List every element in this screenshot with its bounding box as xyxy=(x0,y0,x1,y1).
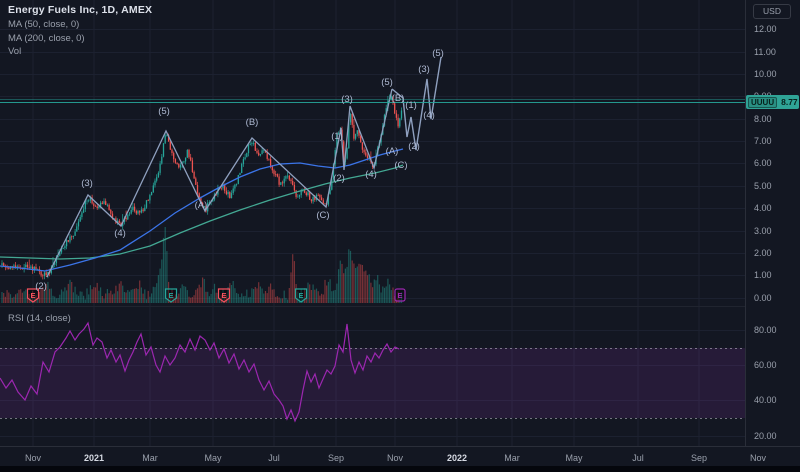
indicator-vol-label[interactable]: Vol xyxy=(8,46,22,57)
indicator-rsi-label[interactable]: RSI (14, close) xyxy=(8,313,71,324)
price-tick-label: 3.00 xyxy=(754,226,772,236)
price-tick-label: 6.00 xyxy=(754,158,772,168)
wave-label[interactable]: (5) xyxy=(158,106,170,117)
volume-layer xyxy=(1,227,403,303)
wave-label[interactable]: (5) xyxy=(432,48,444,59)
time-tick-label: Mar xyxy=(142,453,158,463)
currency-unit-button[interactable]: USD xyxy=(753,4,791,19)
wave-label[interactable]: (5) xyxy=(381,77,393,88)
time-tick-label: Nov xyxy=(749,453,766,463)
symbol-ticker-chip: UUUU xyxy=(748,96,778,108)
time-tick-label: 2022 xyxy=(446,453,468,463)
price-tick-label: 1.00 xyxy=(754,270,772,280)
earnings-icon-letter: E xyxy=(397,291,402,300)
price-tick-label: 11.00 xyxy=(754,47,776,57)
price-tick-label: 2.00 xyxy=(754,248,772,258)
price-tick-label: 60.00 xyxy=(754,360,777,370)
grid-lines xyxy=(0,0,745,446)
wave-label[interactable]: (1) xyxy=(331,131,343,142)
wave-label[interactable]: (2) xyxy=(35,281,47,292)
elliott-wave-line[interactable] xyxy=(46,88,393,278)
wave-label[interactable]: (A) xyxy=(194,200,208,211)
wave-label[interactable]: (1) xyxy=(405,100,417,111)
time-axis[interactable]: Nov 2021 Mar May Jul Sep Nov 2022 Mar May Jul Sep No… xyxy=(0,446,800,467)
earnings-icon-letter: E xyxy=(221,291,226,300)
bottom-edge xyxy=(0,466,800,472)
time-tick-label: May xyxy=(565,453,583,463)
earnings-icon[interactable] xyxy=(164,288,178,303)
ma50-line[interactable] xyxy=(0,148,404,272)
axis-separator xyxy=(745,0,746,446)
wave-label[interactable]: (2) xyxy=(333,173,345,184)
price-tick-label: 4.00 xyxy=(754,203,772,213)
price-axis[interactable]: 12.0011.0010.009.008.007.006.005.004.003… xyxy=(745,0,800,446)
wave-label[interactable]: (C) xyxy=(316,210,330,221)
chart-legend: Energy Fuels Inc, 1D, AMEX MA (50, close… xyxy=(8,4,152,57)
earnings-icon[interactable] xyxy=(217,288,231,303)
time-tick-label: Sep xyxy=(690,453,707,463)
last-price-badge: UUUU 8.77 xyxy=(746,95,799,109)
rsi-line[interactable] xyxy=(0,321,400,423)
wave-label[interactable]: (B) xyxy=(391,93,405,104)
wave-label[interactable]: (B) xyxy=(245,117,259,128)
earnings-icon[interactable] xyxy=(294,288,308,303)
earnings-icon[interactable] xyxy=(26,288,40,303)
wave-label[interactable]: (A) xyxy=(385,146,399,157)
wave-label[interactable]: (3) xyxy=(418,64,430,75)
earnings-icon-letter: E xyxy=(30,291,35,300)
wave-label[interactable]: (4) xyxy=(114,228,126,239)
price-tick-label: 7.00 xyxy=(754,136,772,146)
earnings-icon[interactable] xyxy=(394,288,406,302)
price-tick-label: 5.00 xyxy=(754,181,772,191)
wave-label[interactable]: (C) xyxy=(394,160,408,171)
time-tick-label: Nov xyxy=(386,453,403,463)
price-tick-label: 10.00 xyxy=(754,69,777,79)
wave-label[interactable]: (3) xyxy=(341,94,353,105)
indicator-ma50-label[interactable]: MA (50, close, 0) xyxy=(8,19,80,30)
time-tick-label: 2021 xyxy=(83,453,105,463)
price-tick-label: 20.00 xyxy=(754,431,777,441)
symbol-title[interactable]: Energy Fuels Inc, 1D, AMEX xyxy=(8,4,153,16)
earnings-icon-letter: E xyxy=(168,291,173,300)
indicator-ma200-label[interactable]: MA (200, close, 0) xyxy=(8,32,85,44)
price-tick-label: 12.00 xyxy=(754,24,777,34)
time-tick-label: Jul xyxy=(632,453,644,463)
time-tick-label: Jul xyxy=(268,453,280,463)
last-price-value: 8.77 xyxy=(781,97,798,107)
price-tick-label: 40.00 xyxy=(754,395,777,405)
wave-label[interactable]: (2) xyxy=(408,141,420,152)
price-tick-label: 8.00 xyxy=(754,114,772,124)
price-tick-label: 80.00 xyxy=(754,325,777,335)
earnings-icon-letter: E xyxy=(298,291,303,300)
time-tick-label: Mar xyxy=(504,453,520,463)
wave-label[interactable]: (4) xyxy=(423,110,435,121)
wave-label[interactable]: (4) xyxy=(365,169,377,180)
ma200-line[interactable] xyxy=(0,164,404,260)
time-tick-label: May xyxy=(204,453,222,463)
wave-label[interactable]: (3) xyxy=(81,178,93,189)
elliott-forecast-line[interactable] xyxy=(391,56,442,151)
time-tick-label: Nov xyxy=(24,453,41,463)
price-tick-label: 0.00 xyxy=(754,293,772,303)
pane-separator[interactable] xyxy=(0,306,745,307)
time-tick-label: Sep xyxy=(327,453,344,463)
